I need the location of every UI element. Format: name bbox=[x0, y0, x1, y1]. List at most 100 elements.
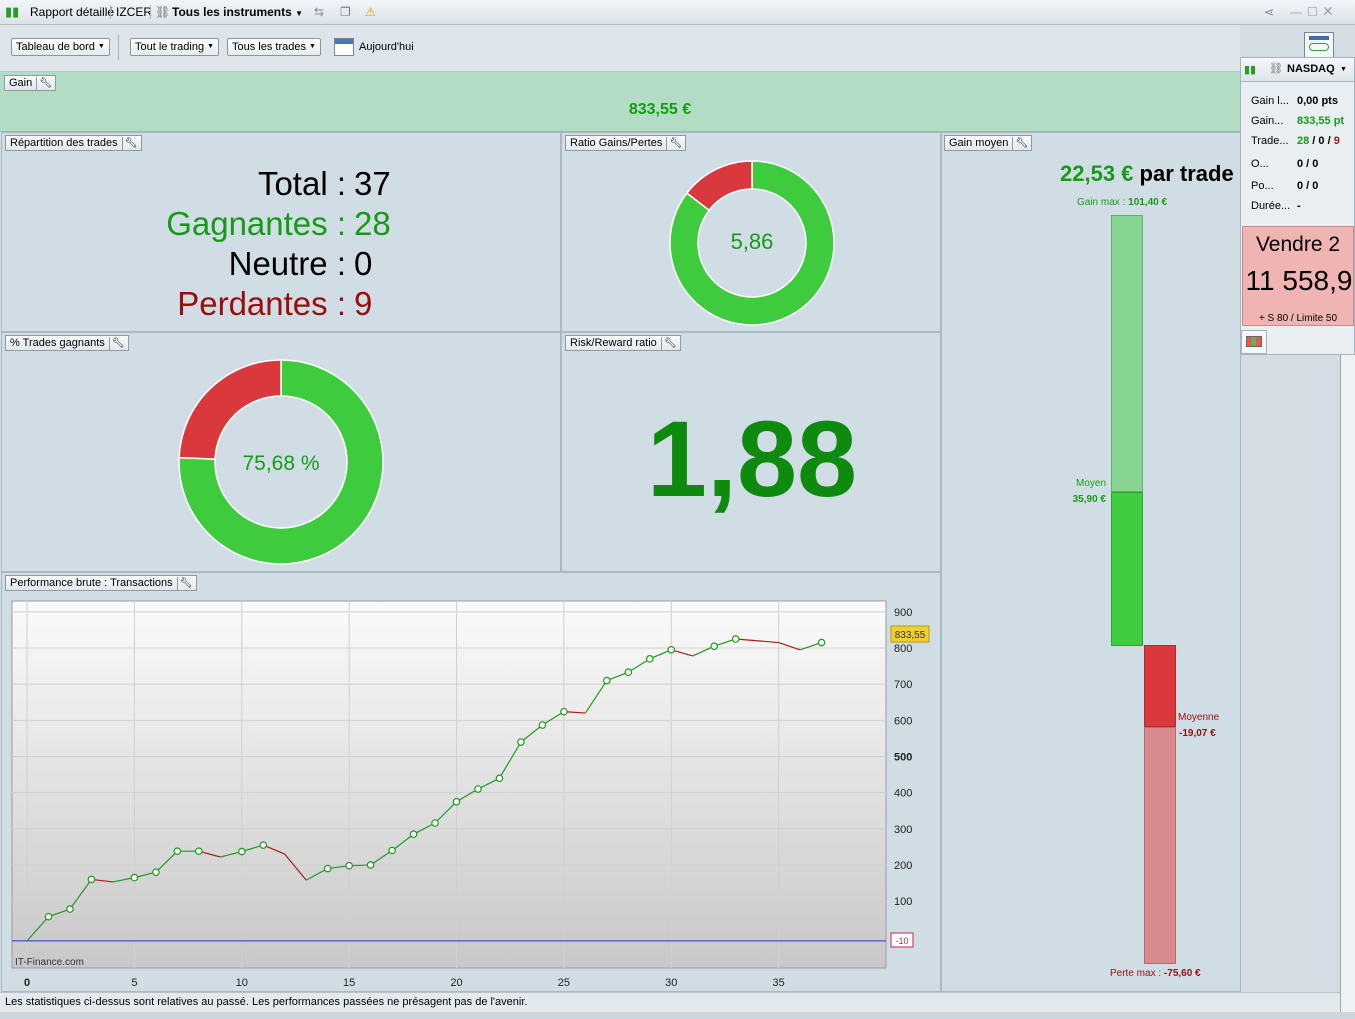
link-icon[interactable]: ⛓ bbox=[150, 5, 170, 19]
gain-moyen-tab[interactable]: Gain moyen 🔧︎ bbox=[944, 135, 1033, 151]
ratio-tab[interactable]: Ratio Gains/Pertes 🔧︎ bbox=[565, 135, 687, 151]
repartition-tab[interactable]: Répartition des trades 🔧︎ bbox=[5, 135, 142, 151]
series-segment bbox=[477, 777, 500, 790]
series-point bbox=[624, 668, 633, 677]
loss-slice bbox=[685, 160, 753, 212]
trades-dropdown[interactable]: Tous les trades ▼ bbox=[227, 38, 321, 56]
wrench-icon[interactable]: 🔧︎ bbox=[666, 137, 682, 151]
series-point bbox=[87, 875, 96, 884]
copy-icon[interactable]: ❐ bbox=[340, 5, 351, 19]
loss-max-bar bbox=[1144, 727, 1176, 964]
repartition-value: 0 bbox=[354, 245, 373, 282]
series-point bbox=[409, 830, 418, 839]
repartition-panel: Répartition des trades 🔧︎ Total :37 Gagnan… bbox=[1, 132, 561, 332]
nasdaq-row-value: - bbox=[1297, 200, 1301, 212]
repartition-label: Total : bbox=[257, 165, 346, 202]
repartition-label: Perdantes : bbox=[177, 285, 346, 322]
moyen-label: Moyen bbox=[1075, 478, 1106, 489]
repartition-value: 28 bbox=[354, 205, 391, 242]
performance-chart: 0 5 10 15 20 25 30 35 100 200 300 400 500 600 700 800 90… bbox=[11, 600, 930, 989]
gain-tab[interactable]: Gain 🔧︎ bbox=[4, 75, 57, 91]
series-point bbox=[817, 638, 826, 647]
loss-slice bbox=[178, 359, 282, 460]
link-icon[interactable]: ⛓ bbox=[1269, 63, 1283, 75]
x-tick-label: 20 bbox=[450, 977, 462, 989]
share-icon[interactable]: ⋖ bbox=[1264, 5, 1275, 19]
close-icon[interactable]: ✕ bbox=[1322, 3, 1334, 19]
plot-area bbox=[11, 600, 887, 969]
instrument-name[interactable]: NASDAQ bbox=[1287, 63, 1335, 75]
series-point bbox=[645, 655, 654, 663]
date-button[interactable]: Aujourd'hui bbox=[359, 41, 414, 53]
series-segment bbox=[606, 671, 629, 682]
loss-average-bar bbox=[1144, 645, 1176, 727]
background-window-strip bbox=[1340, 355, 1355, 1019]
dashboard-layout-icon[interactable] bbox=[1304, 32, 1334, 58]
ratio-donut: 5,86 bbox=[669, 160, 835, 326]
series-segment bbox=[456, 788, 479, 803]
nasdaq-row-label: Po... bbox=[1251, 180, 1274, 192]
gain-moyen-panel: Gain moyen 🔧︎ 22,53 € par trade Gain max … bbox=[941, 132, 1241, 992]
series-segment bbox=[305, 868, 328, 881]
wrench-icon[interactable]: 🔧︎ bbox=[1012, 137, 1028, 151]
nasdaq-header: ▮▮ ⛓ NASDAQ ▼ bbox=[1241, 58, 1354, 82]
export-icon[interactable]: ⇆ bbox=[314, 5, 325, 19]
series-segment bbox=[649, 649, 672, 660]
series-point bbox=[195, 847, 203, 856]
series-point bbox=[152, 868, 160, 876]
calendar-icon[interactable] bbox=[334, 38, 354, 56]
chevron-down-icon[interactable]: ▼ bbox=[1340, 66, 1347, 73]
sell-limits: + S 80 / Limite 50 bbox=[1258, 313, 1338, 324]
x-tick-label: 10 bbox=[236, 977, 248, 989]
nasdaq-row-value: 0 / 0 bbox=[1297, 180, 1319, 192]
wrench-icon[interactable]: 🔧︎ bbox=[108, 337, 125, 351]
series-segment bbox=[757, 640, 779, 644]
warning-icon[interactable]: ⚠ bbox=[365, 5, 376, 19]
perte-max-label: Perte max : -75,60 € bbox=[1110, 968, 1201, 979]
trading-dropdown[interactable]: Tout le trading ▼ bbox=[130, 38, 220, 56]
account-label[interactable]: IZCER bbox=[110, 5, 152, 19]
nasdaq-row-label: Trade... bbox=[1251, 135, 1289, 147]
series-point bbox=[560, 707, 568, 716]
toolbar-divider bbox=[118, 35, 119, 60]
instruments-dropdown[interactable]: Tous les instruments ▼ bbox=[172, 5, 304, 19]
nasdaq-row-label: O... bbox=[1251, 158, 1269, 170]
sell-button[interactable]: Vendre 2 11 558,9 + S 80 / Limite 50 bbox=[1242, 226, 1354, 326]
y-tick-label: 300 bbox=[894, 824, 912, 836]
nasdaq-row-value: 0,00 pts bbox=[1297, 95, 1338, 107]
maximize-icon[interactable]: ☐ bbox=[1307, 5, 1318, 19]
wrench-icon[interactable]: 🔧︎ bbox=[176, 577, 192, 591]
series-point bbox=[345, 861, 353, 870]
win-slice bbox=[178, 359, 384, 565]
performance-tab[interactable]: Performance brute : Transactions 🔧︎ bbox=[5, 575, 197, 591]
wrench-icon[interactable]: 🔧︎ bbox=[36, 77, 52, 91]
series-segment bbox=[434, 801, 457, 824]
series-point bbox=[366, 861, 375, 869]
minimize-icon[interactable]: — bbox=[1290, 5, 1302, 19]
repartition-value: 37 bbox=[354, 165, 391, 202]
svg-text:-10: -10 bbox=[895, 936, 908, 946]
repartition-label: Gagnantes : bbox=[166, 205, 346, 242]
risk-reward-tab[interactable]: Risk/Reward ratio 🔧︎ bbox=[565, 335, 681, 351]
sell-title: Vendre 2 bbox=[1255, 233, 1341, 256]
table-icon[interactable] bbox=[1241, 330, 1267, 354]
series-segment bbox=[370, 849, 393, 866]
series-point bbox=[710, 642, 719, 650]
zero-value-tag: -10 bbox=[890, 932, 914, 948]
y-tick-label: 100 bbox=[894, 896, 912, 908]
ratio-panel: Ratio Gains/Pertes 🔧︎ 5,86 bbox=[561, 132, 941, 332]
status-bar: Les statistiques ci-dessus sont relative… bbox=[0, 992, 1340, 1012]
repartition-value: 9 bbox=[354, 285, 373, 322]
y-tick-label: 800 bbox=[894, 643, 912, 655]
wrench-icon[interactable]: 🔧︎ bbox=[121, 137, 137, 151]
pct-gagnants-tab[interactable]: % Trades gagnants 🔧︎ bbox=[5, 335, 129, 351]
wrench-icon[interactable]: 🔧︎ bbox=[660, 337, 677, 351]
view-dropdown[interactable]: Tableau de bord ▼ bbox=[11, 38, 110, 56]
pct-gagnants-donut: 75,68 % bbox=[178, 359, 384, 565]
series-point bbox=[731, 635, 740, 643]
series-point bbox=[66, 905, 74, 913]
series-point bbox=[323, 864, 332, 873]
series-segment bbox=[498, 741, 522, 779]
nasdaq-row-label: Gain l... bbox=[1251, 95, 1289, 107]
series-segment bbox=[284, 853, 307, 881]
